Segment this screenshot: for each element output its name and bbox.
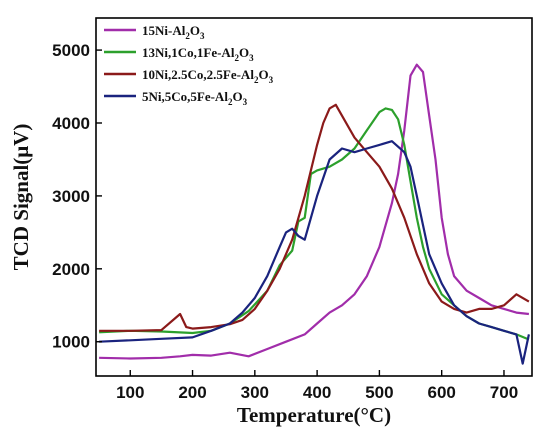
legend-entry: 13Ni,1Co,1Fe-Al2O3 bbox=[142, 45, 254, 63]
legend: 15Ni-Al2O3 13Ni,1Co,1Fe-Al2O3 10Ni,2.5Co,2… bbox=[104, 23, 274, 107]
series-line-1 bbox=[99, 63, 530, 360]
x-axis-title: Temperature(°C) bbox=[237, 403, 391, 427]
x-tick-label: 100 bbox=[116, 383, 144, 402]
x-tick-label: 700 bbox=[490, 383, 518, 402]
x-tick-label: 300 bbox=[241, 383, 269, 402]
series-line-2 bbox=[99, 107, 530, 341]
x-tick-label: 200 bbox=[178, 383, 206, 402]
x-tick-label: 600 bbox=[427, 383, 455, 402]
legend-entry: 15Ni-Al2O3 bbox=[142, 23, 205, 41]
y-tick-label: 1000 bbox=[52, 333, 90, 352]
y-tick-label: 2000 bbox=[52, 260, 90, 279]
y-tick-label: 5000 bbox=[52, 41, 90, 60]
legend-entry: 10Ni,2.5Co,2.5Fe-Al2O3 bbox=[142, 67, 274, 85]
y-axis: 1000 2000 3000 4000 5000 bbox=[52, 41, 102, 352]
x-tick-label: 500 bbox=[365, 383, 393, 402]
plot-frame bbox=[95, 17, 533, 377]
series-line-3 bbox=[99, 103, 530, 332]
legend-entry: 5Ni,5Co,5Fe-Al2O3 bbox=[142, 89, 248, 107]
x-tick-label: 400 bbox=[303, 383, 331, 402]
y-tick-label: 3000 bbox=[52, 187, 90, 206]
series-line-4 bbox=[99, 140, 530, 365]
plot-lines bbox=[99, 63, 530, 365]
y-axis-title: TCD Signal(μV) bbox=[9, 124, 33, 271]
x-axis: 100 200 300 400 500 600 700 bbox=[116, 370, 518, 402]
y-tick-label: 4000 bbox=[52, 114, 90, 133]
